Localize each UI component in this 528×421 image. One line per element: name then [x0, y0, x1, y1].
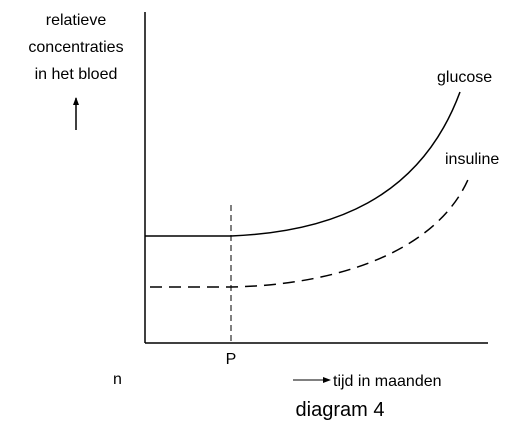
- glucose-curve: [145, 91, 461, 237]
- y-axis-label: relatieve: [46, 12, 107, 29]
- y-axis-label: in het bloed: [35, 66, 118, 83]
- marker-label: P: [226, 351, 237, 368]
- fragment-text: n: [113, 371, 122, 388]
- y-axis-label: concentraties: [28, 39, 123, 56]
- caption: diagram 4: [296, 399, 385, 421]
- glucose-label: glucose: [437, 69, 492, 86]
- x-axis-label: tijd in maanden: [333, 373, 442, 390]
- insuline-curve: [150, 174, 471, 288]
- insuline-label: insuline: [445, 151, 499, 168]
